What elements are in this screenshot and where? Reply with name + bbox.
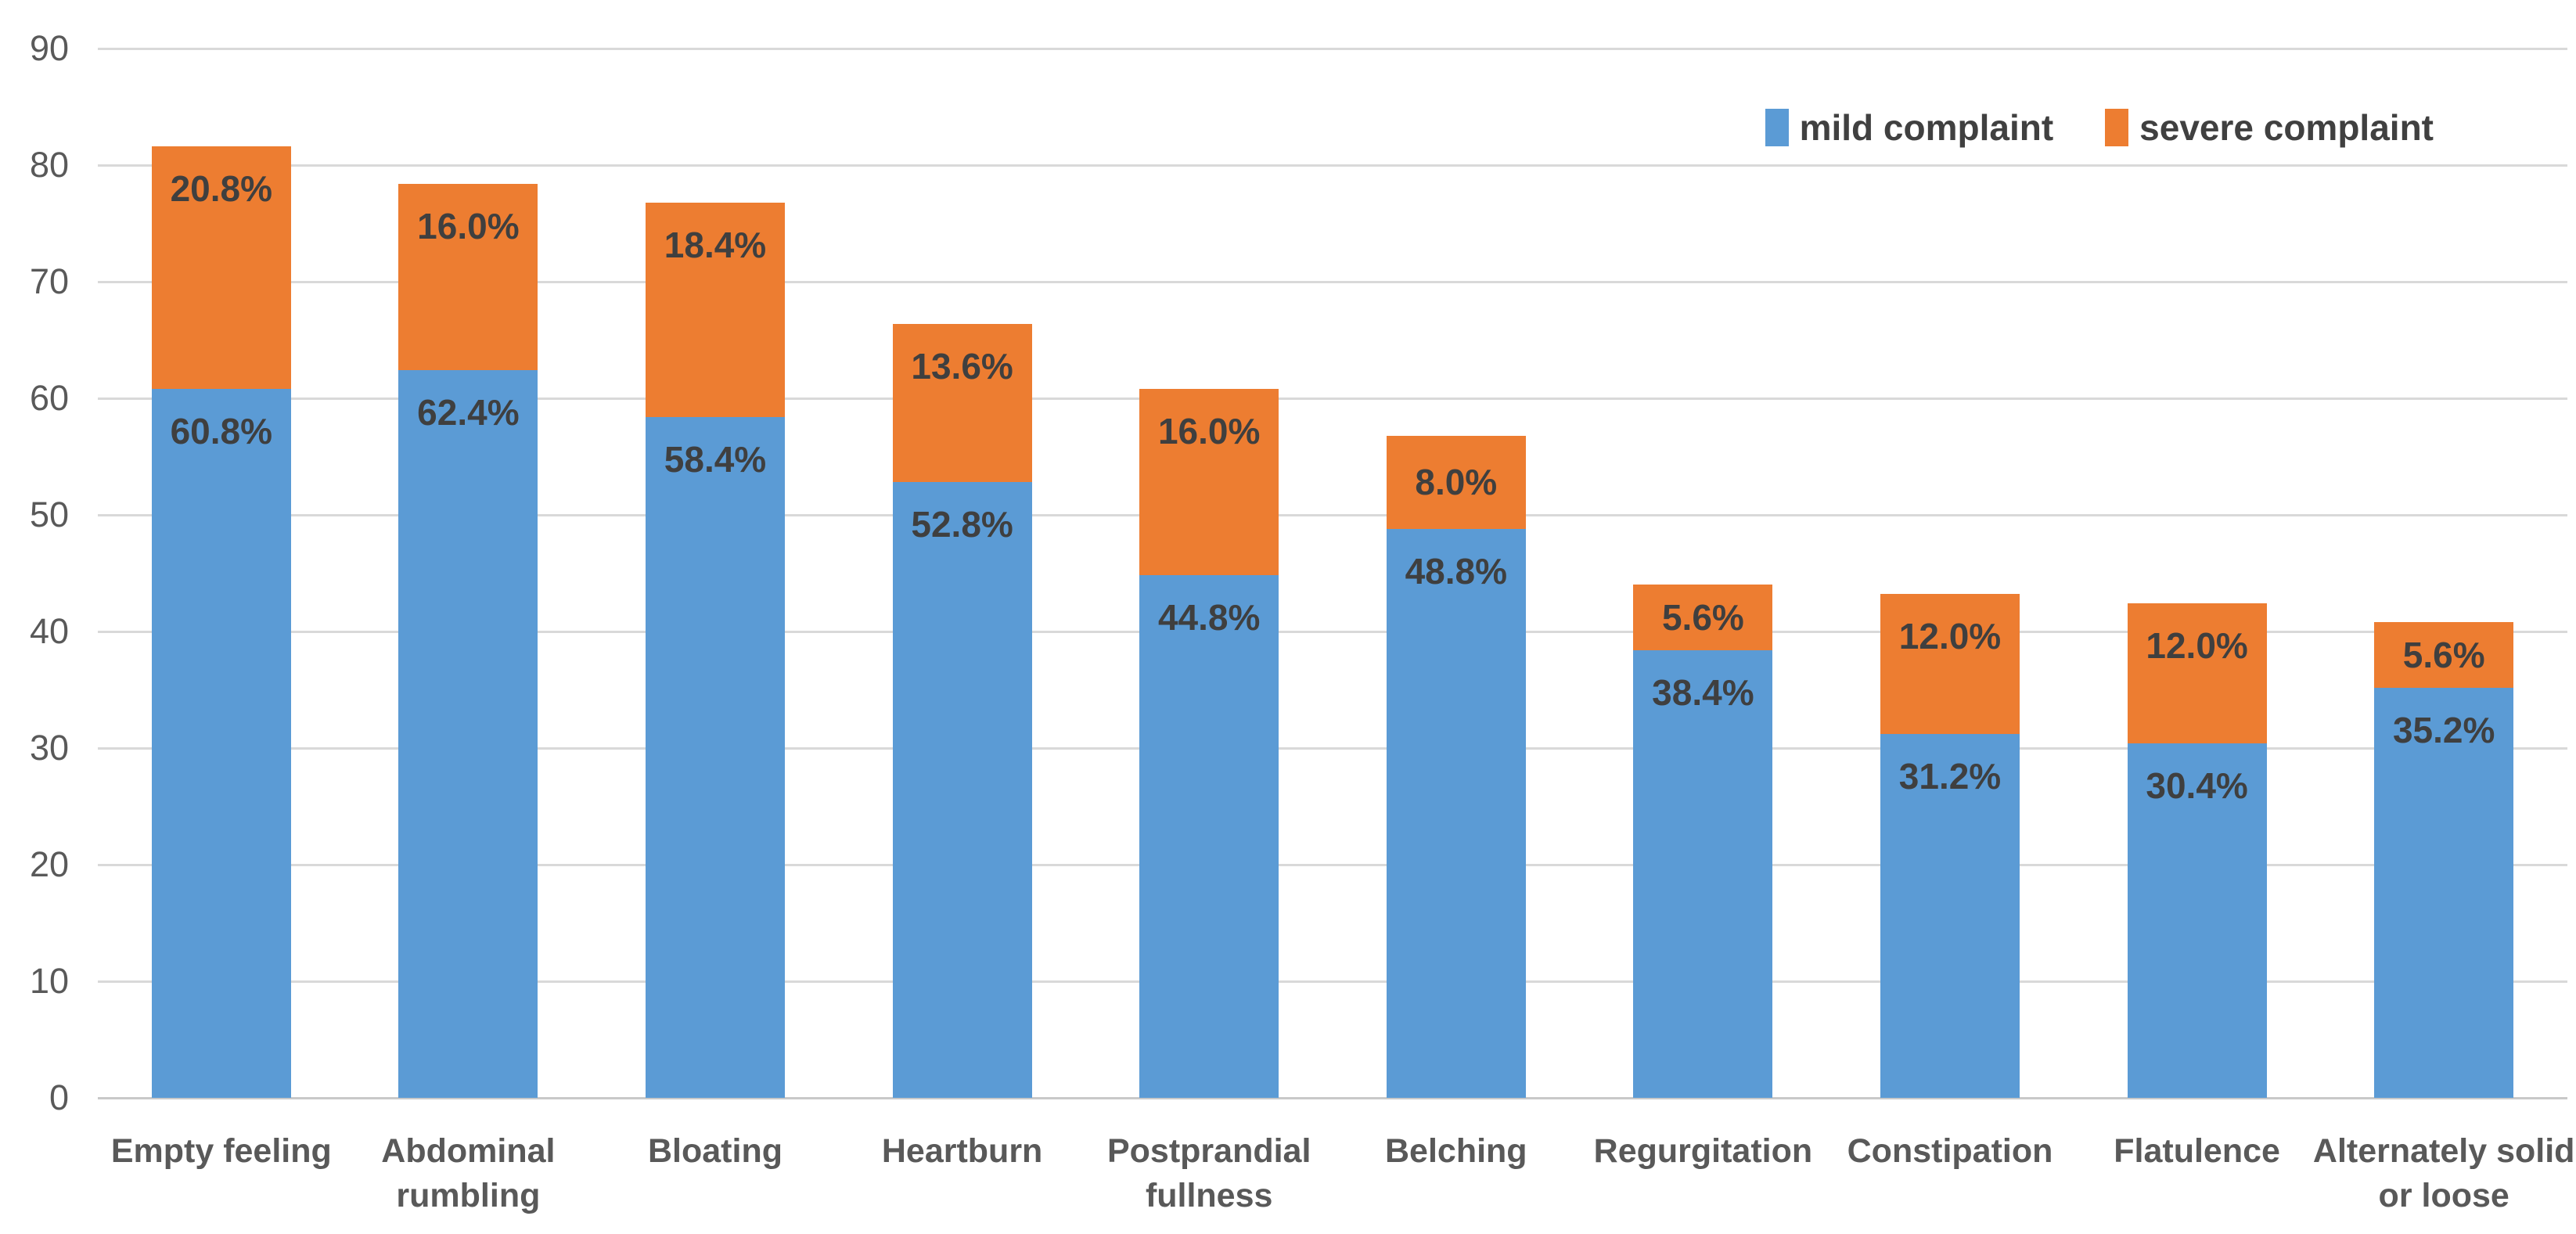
y-axis-tick-label: 0 (49, 1078, 69, 1117)
bar-segment-mild (892, 482, 1032, 1098)
x-axis-category-label: Alternately solid or loose (2312, 1132, 2575, 1214)
data-label-mild: 38.4% (1652, 671, 1754, 713)
y-axis-tick-label: 90 (29, 28, 69, 68)
legend-swatch-severe-icon (2105, 109, 2129, 146)
y-axis-tick-label: 70 (29, 261, 69, 301)
legend-swatch-mild-icon (1765, 109, 1789, 146)
x-axis-category-label: Postprandial fullness (1106, 1132, 1311, 1214)
bar-segment-severe (398, 183, 538, 371)
x-axis-category-label: Bloating (648, 1132, 783, 1170)
x-axis-category-label: Constipation (1847, 1132, 2053, 1170)
legend-item-mild-complaint: mild complaint (1765, 106, 2054, 149)
y-axis-tick-label: 50 (29, 495, 69, 534)
bar-segment-mild (1386, 528, 1526, 1098)
data-label-mild: 60.8% (170, 411, 273, 452)
gridline-0 (98, 1097, 2567, 1099)
data-label-severe: 16.0% (417, 205, 520, 246)
data-label-severe: 12.0% (2146, 625, 2248, 667)
legend-label-severe: severe complaint (2139, 107, 2434, 148)
data-label-severe: 5.6% (2402, 634, 2485, 675)
data-label-mild: 31.2% (1898, 756, 2002, 797)
gridline-70 (98, 281, 2567, 283)
y-axis-tick-label: 30 (29, 728, 69, 768)
data-label-severe: 13.6% (911, 345, 1013, 387)
gridline-80 (98, 164, 2567, 167)
legend-item-severe-complaint: severe complaint (2105, 106, 2434, 149)
gridline-40 (98, 631, 2567, 633)
bar-segment-mild (1139, 575, 1279, 1098)
data-label-mild: 52.8% (911, 504, 1013, 545)
data-label-severe: 18.4% (664, 224, 767, 265)
data-label-mild: 35.2% (2392, 709, 2495, 750)
bar-segment-severe (1139, 389, 1279, 576)
data-label-severe: 20.8% (170, 168, 273, 210)
x-axis-category-label: Heartburn (881, 1132, 1043, 1170)
bar-segment-mild (646, 416, 785, 1098)
gridline-60 (98, 398, 2567, 400)
bar-segment-mild (398, 370, 538, 1098)
y-axis-tick-label: 10 (29, 961, 69, 1001)
gridline-10 (98, 980, 2567, 983)
bar-segment-severe (1386, 435, 1526, 529)
bar-segment-severe (646, 202, 785, 417)
x-axis-category-label: Flatulence (2114, 1132, 2280, 1170)
data-label-severe: 5.6% (1661, 597, 1744, 639)
data-label-mild: 30.4% (2146, 765, 2248, 807)
data-label-mild: 62.4% (417, 392, 520, 434)
x-axis-category-label: Empty feeling (110, 1132, 332, 1170)
bar-segment-mild (2127, 743, 2267, 1098)
bar-segment-severe (892, 323, 1032, 483)
bar-segment-mild (151, 389, 291, 1098)
bar-segment-mild (1633, 649, 1773, 1098)
x-axis-category-label: Regurgitation (1593, 1132, 1813, 1170)
y-axis-tick-label: 40 (29, 611, 69, 651)
data-label-mild: 58.4% (664, 438, 767, 480)
gridline-50 (98, 514, 2567, 516)
data-label-severe: 12.0% (1898, 616, 2002, 657)
bar-segment-severe (151, 146, 291, 390)
y-axis-tick-label: 20 (29, 844, 69, 884)
bar-segment-mild (2374, 687, 2514, 1098)
gridline-30 (98, 747, 2567, 750)
legend-label-mild: mild complaint (1799, 107, 2054, 148)
data-label-severe: 16.0% (1157, 411, 1261, 452)
legend: mild complaint severe complaint (1765, 106, 2434, 149)
bar-segment-severe (2127, 603, 2267, 744)
x-axis-category-label: Belching (1385, 1132, 1527, 1170)
y-axis-tick-label: 60 (29, 378, 69, 418)
bar-segment-severe (1880, 594, 2020, 735)
bar-segment-severe (1633, 585, 1773, 650)
gridline-20 (98, 864, 2567, 866)
x-axis-category-label: Abdominal rumbling (381, 1132, 556, 1214)
bar-segment-severe (2374, 622, 2514, 688)
bar-segment-mild (1880, 734, 2020, 1098)
gridline-90 (98, 48, 2567, 50)
data-label-mild: 48.8% (1405, 550, 1508, 592)
data-label-severe: 8.0% (1415, 462, 1498, 503)
y-axis-tick-label: 80 (29, 145, 69, 185)
data-label-mild: 44.8% (1157, 597, 1261, 639)
